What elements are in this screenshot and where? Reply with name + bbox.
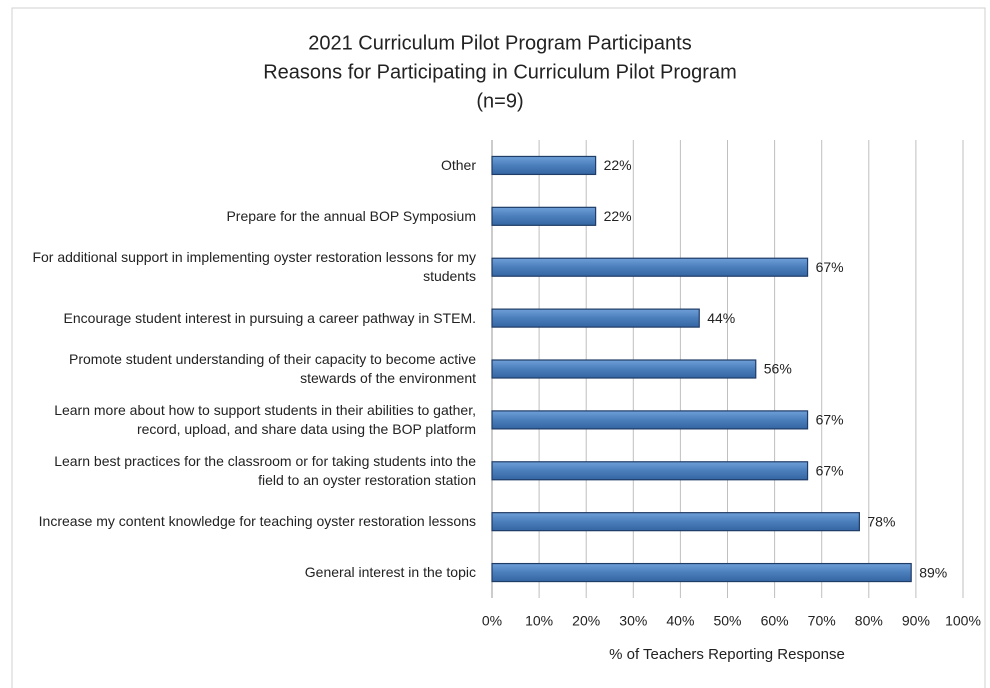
chart-note: (n=9) [476, 90, 523, 112]
bar [491, 410, 809, 430]
category-label: Encourage student interest in pursuing a… [63, 309, 476, 326]
category-label: Increase my content knowledge for teachi… [38, 513, 476, 530]
bar [491, 206, 597, 226]
category-label: For additional support in implementing o… [32, 249, 476, 285]
value-label: 67% [816, 412, 844, 428]
x-tick-label: 20% [572, 613, 600, 629]
x-tick-label: 60% [761, 613, 789, 629]
value-label: 67% [816, 259, 844, 275]
x-tick-label: 80% [855, 613, 883, 629]
value-label: 78% [867, 513, 895, 529]
value-label: 56% [764, 361, 792, 377]
x-axis-label: % of Teachers Reporting Response [609, 646, 845, 663]
category-label: General interest in the topic [304, 564, 476, 581]
bar [491, 257, 809, 277]
category-label: Learn best practices for the classroom o… [54, 452, 476, 488]
x-tick-label: 30% [619, 613, 647, 629]
x-tick-label: 70% [808, 613, 836, 629]
category-label: Prepare for the annual BOP Symposium [226, 207, 476, 224]
chart-subtitle: Reasons for Participating in Curriculum … [263, 61, 737, 83]
value-label: 44% [707, 310, 735, 326]
value-label: 67% [816, 462, 844, 478]
x-tick-label: 100% [945, 613, 981, 629]
category-label: Other [440, 156, 476, 173]
bar [491, 359, 757, 379]
x-tick-label: 10% [525, 613, 553, 629]
bar [491, 562, 912, 583]
x-tick-label: 0% [482, 613, 502, 629]
bar [491, 155, 597, 176]
category-label: Promote student understanding of their c… [68, 350, 476, 386]
value-label: 89% [919, 564, 947, 580]
value-label: 22% [604, 208, 632, 224]
category-label: Learn more about how to support students… [54, 401, 476, 437]
x-tick-label: 40% [666, 613, 694, 629]
bar [491, 461, 809, 481]
value-label: 22% [604, 157, 632, 173]
x-tick-label: 50% [713, 613, 741, 629]
bar [491, 308, 700, 328]
chart-border [11, 7, 986, 688]
x-tick-label: 90% [902, 613, 930, 629]
chart-title: 2021 Curriculum Pilot Program Participan… [308, 32, 692, 54]
bar [491, 512, 860, 532]
